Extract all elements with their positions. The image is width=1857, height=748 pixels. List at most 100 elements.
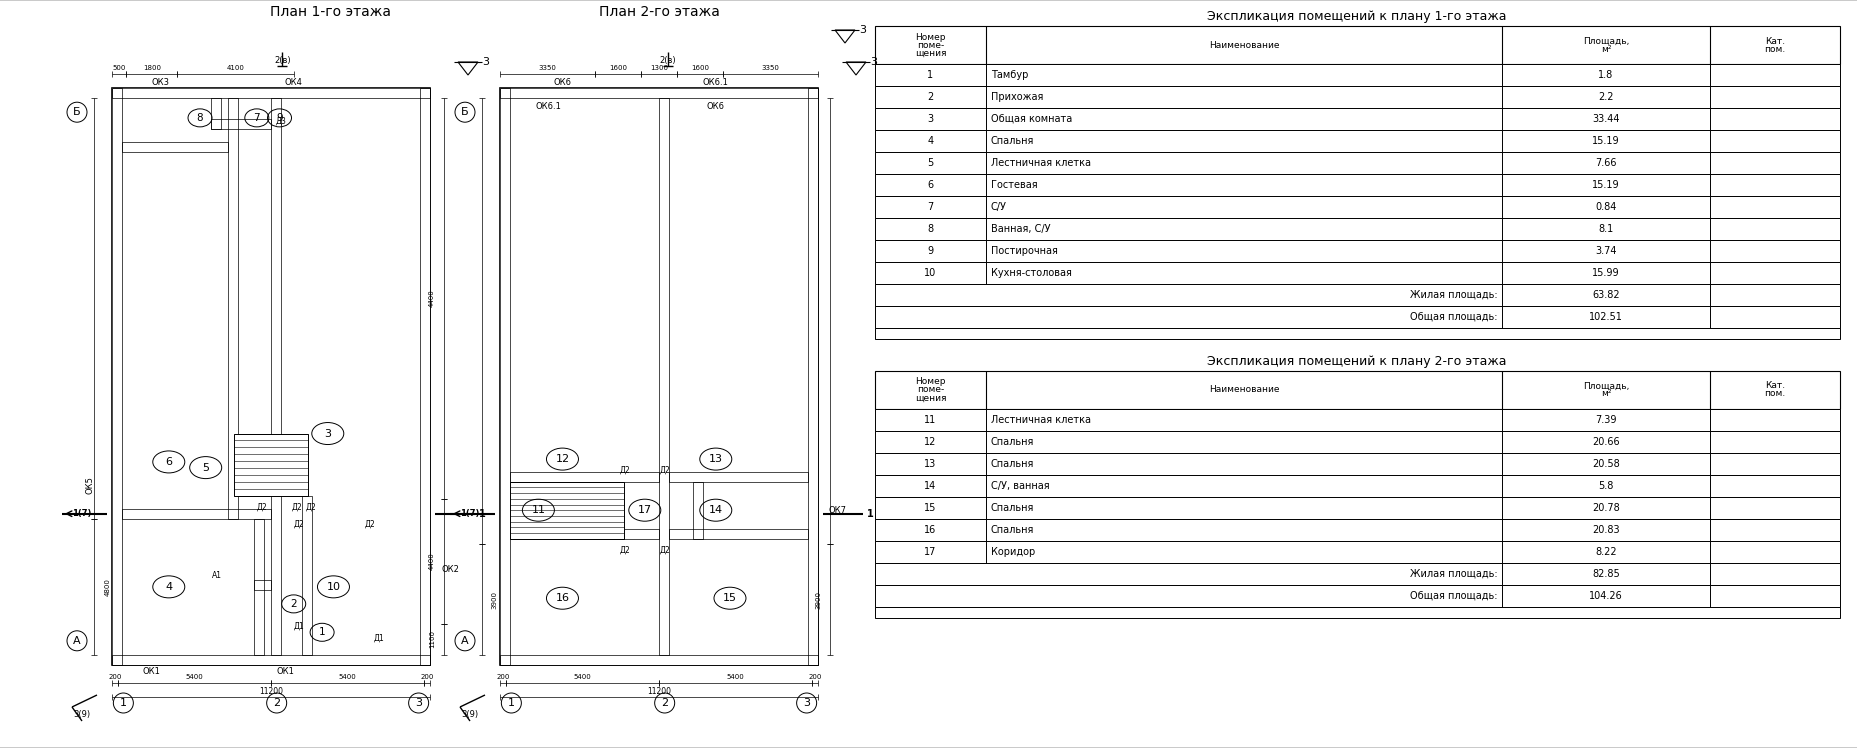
Text: 10: 10	[925, 268, 936, 278]
Text: 12: 12	[923, 437, 936, 447]
Bar	[875, 541, 1838, 563]
Text: 11: 11	[531, 505, 546, 515]
Text: Номер: Номер	[916, 378, 945, 387]
Bar	[875, 240, 1838, 262]
Text: 11200: 11200	[646, 687, 670, 696]
Text: 11: 11	[925, 415, 936, 425]
Text: Кат.: Кат.	[1764, 381, 1785, 390]
Text: щения: щения	[914, 49, 945, 58]
Text: Постирочная: Постирочная	[990, 246, 1057, 256]
Text: Д2: Д2	[364, 520, 375, 529]
Text: 7: 7	[253, 113, 260, 123]
Bar	[228, 98, 238, 518]
Text: ОК3: ОК3	[150, 78, 169, 87]
Bar	[254, 580, 271, 589]
Text: 4400: 4400	[429, 289, 435, 307]
Text: 0.84: 0.84	[1595, 202, 1616, 212]
Text: 14: 14	[925, 481, 936, 491]
Bar	[123, 509, 271, 518]
Text: Площадь,: Площадь,	[1582, 37, 1629, 46]
Text: 8: 8	[927, 224, 932, 234]
Text: Д1: Д1	[373, 634, 384, 643]
Bar	[111, 88, 123, 665]
Text: Д1: Д1	[293, 622, 305, 631]
Text: Спальня: Спальня	[990, 136, 1034, 146]
Bar	[500, 655, 817, 665]
Text: 2: 2	[273, 698, 280, 708]
Text: Лестничная клетка: Лестничная клетка	[990, 415, 1090, 425]
Bar	[875, 26, 1838, 64]
Text: 20.66: 20.66	[1591, 437, 1619, 447]
Text: м²: м²	[1601, 390, 1610, 399]
Bar	[228, 98, 238, 518]
Text: 3: 3	[325, 429, 331, 438]
Text: 8.22: 8.22	[1595, 547, 1616, 557]
Text: 102.51: 102.51	[1588, 312, 1621, 322]
Bar	[234, 434, 308, 496]
Text: Б: Б	[461, 107, 468, 117]
Text: Кухня-столовая: Кухня-столовая	[990, 268, 1071, 278]
Text: 2(в): 2(в)	[659, 55, 676, 64]
Text: 7: 7	[927, 202, 932, 212]
Text: 14: 14	[708, 505, 722, 515]
Text: Д2: Д2	[256, 503, 267, 512]
Bar	[875, 284, 1838, 306]
Text: Тамбур: Тамбур	[990, 70, 1027, 80]
Bar	[875, 607, 1838, 618]
Bar	[123, 142, 228, 152]
Bar	[875, 409, 1838, 431]
Bar	[693, 482, 702, 539]
Bar	[875, 306, 1838, 328]
Bar	[875, 519, 1838, 541]
Text: 5400: 5400	[186, 674, 202, 680]
Text: 8: 8	[197, 113, 202, 123]
Text: 3350: 3350	[761, 65, 778, 71]
Bar	[500, 88, 509, 665]
Bar	[303, 496, 312, 655]
Bar	[875, 218, 1838, 240]
Text: Д2: Д2	[293, 520, 305, 529]
Text: Лестничная клетка: Лестничная клетка	[990, 158, 1090, 168]
Text: 200: 200	[108, 674, 121, 680]
Text: 13: 13	[925, 459, 936, 469]
Text: Д2: Д2	[292, 503, 303, 512]
Bar	[509, 529, 659, 539]
Text: 3900: 3900	[815, 591, 821, 609]
Text: ОК6.1: ОК6.1	[535, 102, 561, 111]
Text: 1600: 1600	[609, 65, 626, 71]
Text: 200: 200	[420, 674, 435, 680]
Bar	[808, 88, 817, 665]
Text: 16: 16	[925, 525, 936, 535]
Text: 3(9): 3(9)	[74, 711, 91, 720]
Text: Д2: Д2	[659, 466, 670, 475]
Text: Площадь,: Площадь,	[1582, 381, 1629, 390]
Bar	[875, 563, 1838, 585]
Text: 2.2: 2.2	[1597, 92, 1614, 102]
Bar	[254, 518, 264, 655]
Text: Д3: Д3	[275, 116, 286, 125]
Bar	[669, 472, 808, 482]
Bar	[875, 196, 1838, 218]
Text: Общая площадь:: Общая площадь:	[1409, 312, 1497, 322]
Text: Жилая площадь:: Жилая площадь:	[1409, 290, 1497, 300]
Bar	[303, 496, 312, 655]
Text: 2: 2	[290, 599, 297, 609]
Text: Наименование: Наименование	[1209, 40, 1279, 49]
Text: 3900: 3900	[490, 591, 496, 609]
Text: Экспликация помещений к плану 2-го этажа: Экспликация помещений к плану 2-го этажа	[1207, 355, 1506, 367]
Text: 5.8: 5.8	[1597, 481, 1614, 491]
Bar	[875, 585, 1838, 607]
Text: 5400: 5400	[574, 674, 591, 680]
Bar	[509, 529, 659, 539]
Text: С/У: С/У	[990, 202, 1006, 212]
Text: 9: 9	[927, 246, 932, 256]
Text: А1: А1	[212, 571, 223, 580]
Text: 3: 3	[802, 698, 810, 708]
Text: ОК6.1: ОК6.1	[702, 78, 728, 87]
Bar	[509, 472, 659, 482]
Bar	[420, 88, 429, 665]
Text: 5: 5	[927, 158, 932, 168]
Text: 6: 6	[165, 457, 173, 467]
Text: Коридор: Коридор	[990, 547, 1034, 557]
Text: 104.26: 104.26	[1588, 591, 1621, 601]
